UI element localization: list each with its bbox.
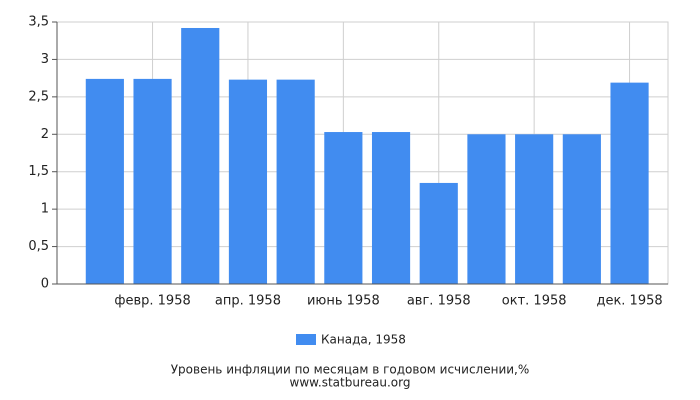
legend-swatch bbox=[296, 334, 316, 345]
bar bbox=[228, 79, 268, 284]
x-tick-label: апр. 1958 bbox=[215, 294, 281, 309]
bar bbox=[181, 27, 220, 284]
bar bbox=[276, 79, 315, 284]
bar bbox=[85, 78, 124, 285]
y-tick-label: 0 bbox=[41, 277, 49, 292]
y-tick-label: 3,5 bbox=[28, 15, 49, 30]
x-tick-label: окт. 1958 bbox=[502, 294, 567, 309]
bar bbox=[467, 134, 506, 284]
bar bbox=[371, 132, 411, 284]
y-tick-label: 1,5 bbox=[28, 164, 49, 179]
x-tick-label: февр. 1958 bbox=[114, 294, 190, 309]
bar bbox=[419, 182, 458, 284]
legend-label: Канада, 1958 bbox=[321, 333, 406, 347]
bar bbox=[133, 78, 172, 285]
source: www.statbureau.org bbox=[290, 376, 411, 390]
y-tick-label: 3 bbox=[41, 52, 49, 67]
bar bbox=[515, 134, 554, 284]
y-tick-label: 1 bbox=[41, 202, 49, 217]
bar bbox=[324, 132, 363, 284]
x-axis-title: Уровень инфляции по месяцам в годовом ис… bbox=[171, 363, 530, 377]
x-tick-label: дек. 1958 bbox=[596, 294, 662, 309]
bar bbox=[610, 82, 649, 285]
x-tick-label: авг. 1958 bbox=[407, 294, 471, 309]
x-tick-label: июнь 1958 bbox=[307, 294, 380, 309]
y-tick-label: 2 bbox=[41, 127, 49, 142]
y-tick-label: 0,5 bbox=[28, 239, 49, 254]
y-tick-label: 2,5 bbox=[28, 89, 49, 104]
bar bbox=[562, 134, 601, 284]
